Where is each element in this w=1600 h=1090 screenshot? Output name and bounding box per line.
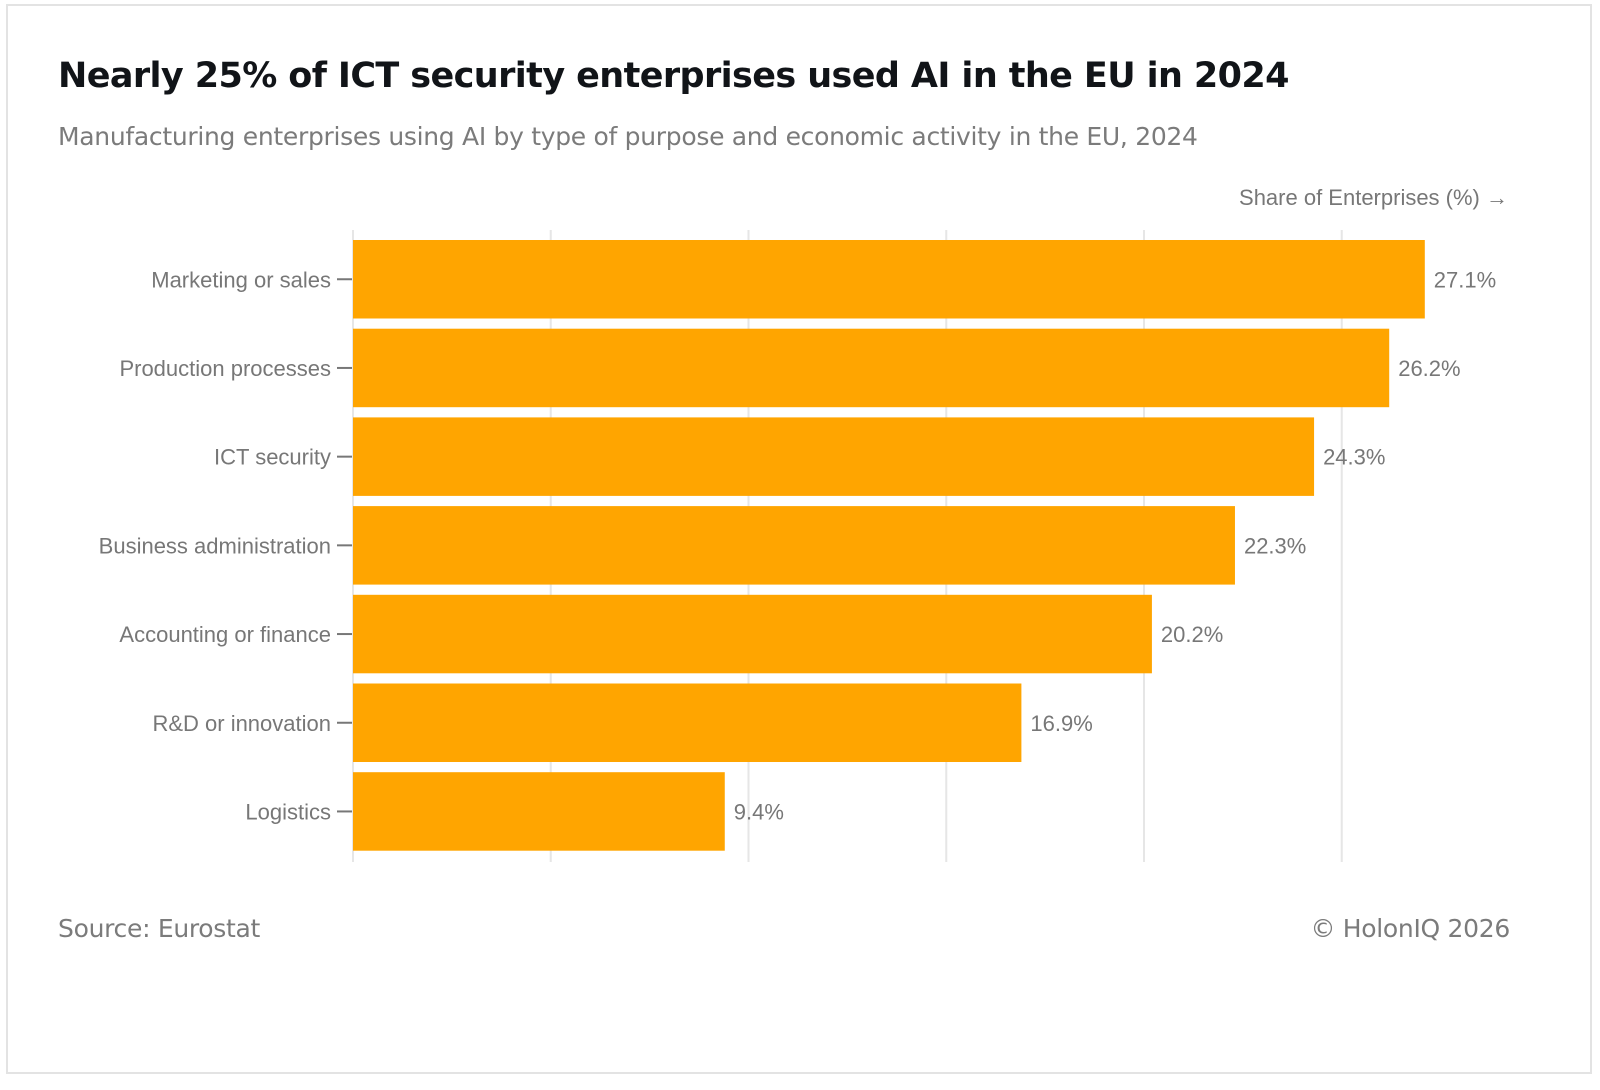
bar-4 [353, 594, 1152, 674]
bar-0 [353, 240, 1425, 319]
bar-6 [353, 772, 725, 851]
category-label: R&D or innovation [152, 711, 331, 736]
value-label: 24.3% [1323, 445, 1385, 470]
bar-2 [353, 417, 1315, 496]
source-note: Source: Eurostat [58, 914, 261, 943]
bar-3 [353, 506, 1235, 585]
category-label: Accounting or finance [119, 622, 331, 647]
category-label: Logistics [245, 799, 331, 824]
category-label: Production processes [119, 356, 331, 381]
value-label: 20.2% [1161, 622, 1223, 647]
value-labels: 27.1% 26.2% 24.3% 22.3% 20.2% 16.9% 9.4% [734, 267, 1496, 824]
copyright-note: © HolonIQ 2026 [1310, 914, 1510, 943]
value-label: 16.9% [1030, 711, 1092, 736]
value-label: 26.2% [1398, 356, 1460, 381]
category-label: Business administration [99, 533, 331, 558]
value-label: 22.3% [1244, 533, 1306, 558]
bar-1 [353, 328, 1390, 408]
category-labels: Marketing or sales Production processes IC… [99, 267, 352, 824]
bar-5 [353, 683, 1022, 762]
bars [353, 240, 1425, 851]
value-label: 27.1% [1434, 267, 1496, 292]
value-label: 9.4% [734, 799, 784, 824]
category-label: Marketing or sales [151, 267, 331, 292]
chart-title: Nearly 25% of ICT security enterprises u… [58, 56, 1290, 96]
chart-subtitle: Manufacturing enterprises using AI by ty… [58, 122, 1198, 151]
x-axis-title: Share of Enterprises (%) → [1239, 185, 1508, 210]
category-label: ICT security [214, 445, 331, 470]
